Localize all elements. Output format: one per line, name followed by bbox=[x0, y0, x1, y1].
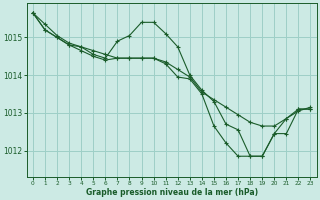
X-axis label: Graphe pression niveau de la mer (hPa): Graphe pression niveau de la mer (hPa) bbox=[86, 188, 258, 197]
